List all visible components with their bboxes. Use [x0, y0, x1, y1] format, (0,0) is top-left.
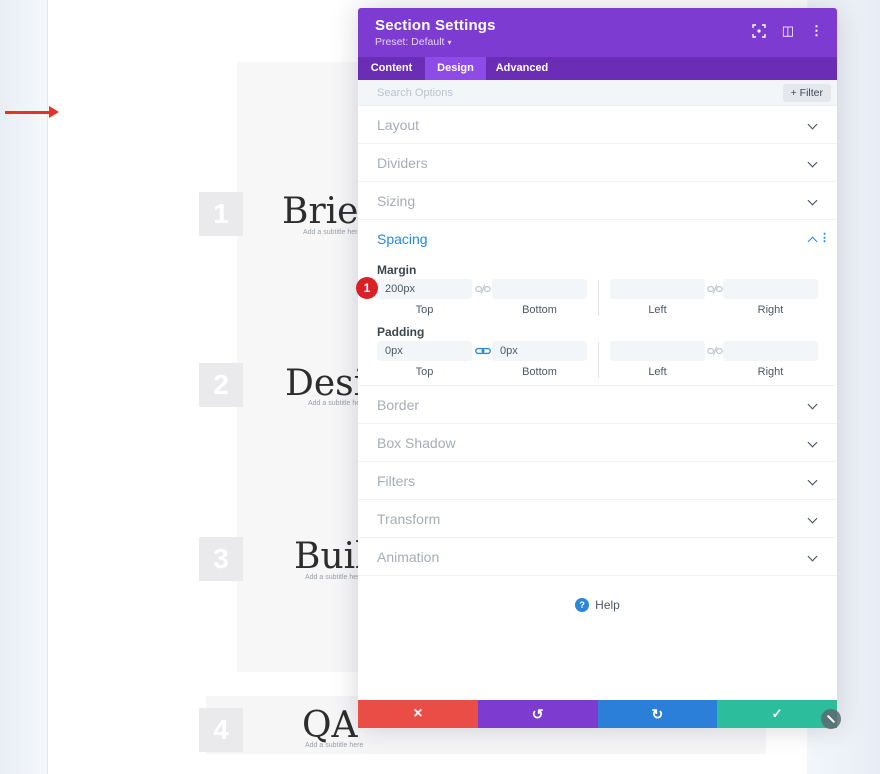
help-icon: ? — [575, 598, 590, 612]
padding-bottom-caption: Bottom — [522, 366, 557, 378]
chevron-down-icon — [807, 157, 818, 168]
divider — [358, 385, 837, 386]
annotation-arrow — [5, 111, 50, 114]
margin-bottom-input[interactable] — [492, 279, 587, 299]
group-filters[interactable]: Filters — [358, 462, 837, 500]
section-subtitle[interactable]: Add a subtitle here — [305, 742, 364, 749]
section-number: 3 — [213, 543, 229, 574]
tab-design[interactable]: Design — [425, 57, 486, 80]
discard-button[interactable]: × — [358, 700, 478, 728]
chevron-down-icon: ▾ — [447, 38, 452, 47]
group-animation[interactable]: Animation — [358, 538, 837, 576]
field-divider — [598, 280, 599, 316]
margin-top-input[interactable] — [377, 279, 472, 299]
margin-right-caption: Right — [757, 304, 784, 316]
tab-content[interactable]: Content — [370, 62, 413, 74]
redo-icon: ↻ — [651, 705, 664, 722]
tab-advanced[interactable]: Advanced — [495, 62, 549, 74]
close-icon: × — [413, 705, 423, 722]
modal-header[interactable]: Section Settings Preset: Default ▾ ◫ ⋮ — [358, 8, 837, 57]
padding-right-input[interactable] — [723, 341, 818, 361]
annotation-arrow-head — [49, 106, 59, 118]
chevron-down-icon — [807, 437, 818, 448]
settings-tabbar: Content Design Advanced — [358, 57, 837, 80]
margin-bottom-caption: Bottom — [522, 304, 557, 316]
chevron-up-icon — [807, 236, 818, 247]
chevron-down-icon — [807, 475, 818, 486]
section-number-square: 4 — [199, 708, 243, 752]
chevron-down-icon — [807, 119, 818, 130]
preset-dropdown[interactable]: Preset: Default ▾ — [375, 36, 452, 48]
modal-title: Section Settings — [375, 17, 496, 34]
section-subtitle[interactable]: Add a subtitle here — [303, 229, 362, 236]
padding-label: Padding — [377, 325, 425, 339]
group-layout[interactable]: Layout — [358, 106, 837, 144]
margin-left-input[interactable] — [610, 279, 705, 299]
padding-top-input[interactable] — [377, 341, 472, 361]
page-left-gutter — [0, 0, 48, 774]
group-spacing[interactable]: Spacing ⋮ — [358, 220, 837, 260]
padding-bottom-input[interactable] — [492, 341, 587, 361]
margin-top-caption: Top — [415, 304, 434, 316]
unlink-icon[interactable] — [707, 279, 723, 299]
section-number-square: 3 — [199, 537, 243, 581]
filter-button[interactable]: + Filter — [782, 84, 831, 102]
section-number: 4 — [213, 714, 229, 745]
section-number-square: 2 — [199, 363, 243, 407]
resize-icon — [826, 714, 836, 724]
chevron-down-icon — [807, 399, 818, 410]
section-number: 1 — [213, 198, 229, 229]
margin-right-input[interactable] — [723, 279, 818, 299]
section-subtitle[interactable]: Add a subtitle here — [308, 400, 367, 407]
group-transform[interactable]: Transform — [358, 500, 837, 538]
kebab-menu-icon[interactable]: ⋮ — [810, 23, 823, 38]
chevron-down-icon — [807, 551, 818, 562]
margin-label: Margin — [377, 263, 417, 277]
padding-left-input[interactable] — [610, 341, 705, 361]
chevron-down-icon — [807, 513, 818, 524]
padding-left-caption: Left — [648, 366, 667, 378]
expand-modal-icon[interactable] — [752, 24, 766, 38]
search-options-input[interactable] — [377, 83, 677, 103]
link-icon[interactable] — [475, 341, 491, 361]
section-number-square: 1 — [199, 192, 243, 236]
unlink-icon[interactable] — [707, 341, 723, 361]
field-divider — [598, 342, 599, 378]
search-options-bar: + Filter — [358, 80, 837, 106]
check-icon: ✓ — [771, 706, 783, 721]
unlink-icon[interactable] — [475, 279, 491, 299]
help-link[interactable]: ? Help — [358, 598, 837, 612]
annotation-badge: 1 — [356, 277, 378, 299]
padding-top-caption: Top — [415, 366, 434, 378]
split-view-icon[interactable]: ◫ — [781, 23, 794, 38]
redo-button[interactable]: ↻ — [597, 700, 718, 728]
margin-left-caption: Left — [648, 304, 667, 316]
section-subtitle[interactable]: Add a subtitle here — [305, 574, 364, 581]
chevron-down-icon — [807, 195, 818, 206]
modal-footer: × ↺ ↻ ✓ — [358, 700, 837, 728]
resize-handle[interactable] — [821, 709, 841, 729]
group-border[interactable]: Border — [358, 386, 837, 424]
section-settings-modal: Section Settings Preset: Default ▾ ◫ ⋮ Co… — [358, 8, 837, 728]
group-dividers[interactable]: Dividers — [358, 144, 837, 182]
padding-right-caption: Right — [757, 366, 784, 378]
save-button[interactable]: ✓ — [717, 700, 837, 728]
section-number: 2 — [213, 369, 229, 400]
group-box-shadow[interactable]: Box Shadow — [358, 424, 837, 462]
undo-icon: ↺ — [531, 705, 544, 722]
undo-button[interactable]: ↺ — [477, 700, 598, 728]
section-title[interactable]: QA — [302, 705, 358, 746]
spacing-options-icon[interactable]: ⋮ — [819, 232, 830, 244]
group-sizing[interactable]: Sizing — [358, 182, 837, 220]
